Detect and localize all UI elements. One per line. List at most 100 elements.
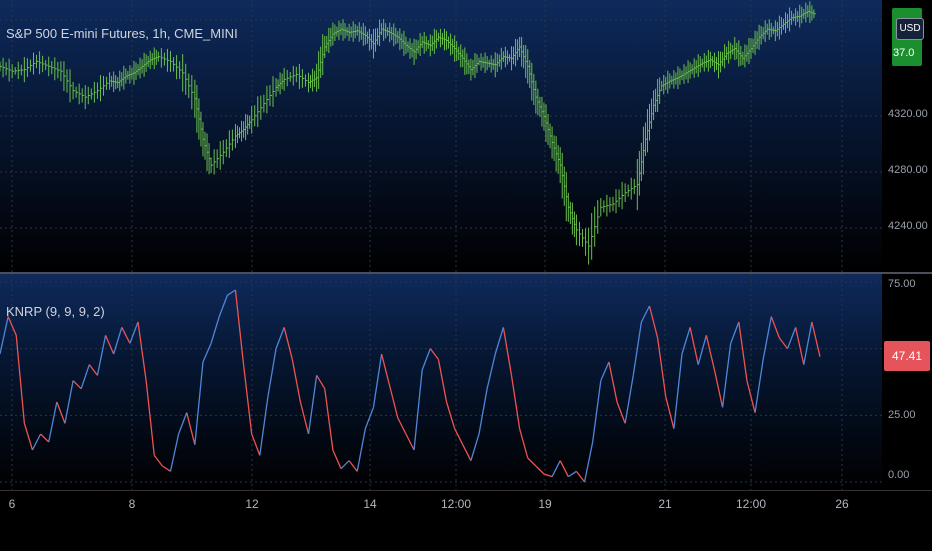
knrp-line-segment <box>811 321 821 357</box>
oscillator-last-value-tag: 47.41 <box>884 341 930 371</box>
knrp-line-segment <box>648 305 659 339</box>
pane-divider[interactable] <box>0 272 932 274</box>
knrp-line-segment <box>405 433 415 451</box>
knrp-line-segment <box>656 337 667 397</box>
knrp-line-segment <box>178 412 188 435</box>
knrp-line-segment <box>770 316 781 339</box>
oscillator-title: KNRP (9, 9, 9, 2) <box>6 304 105 319</box>
knrp-line-segment <box>543 473 553 478</box>
knrp-line-segment <box>786 327 797 349</box>
knrp-line-segment <box>730 321 740 344</box>
knrp-line-segment <box>583 441 594 483</box>
knrp-line-segment <box>429 348 439 360</box>
time-tick: 26 <box>835 497 849 511</box>
knrp-line-segment <box>559 460 569 477</box>
knrp-line-segment <box>64 380 74 424</box>
knrp-line-segment <box>80 364 90 389</box>
knrp-line-segment <box>56 401 66 424</box>
knrp-line-segment <box>283 327 293 360</box>
knrp-line-segment <box>332 449 342 469</box>
knrp-line-segment <box>486 353 496 389</box>
oscillator-axis[interactable]: 75.00 25.00 0.00 <box>882 274 932 490</box>
knrp-line-segment <box>186 412 196 445</box>
time-tick: 14 <box>363 497 377 511</box>
knrp-line-segment <box>681 327 691 355</box>
knrp-line-segment <box>275 327 285 349</box>
knrp-line-segment <box>600 361 610 381</box>
knrp-line-segment <box>437 359 448 403</box>
price-tick-4240: 4240.00 <box>888 220 928 232</box>
knrp-line-segment <box>372 353 383 408</box>
knrp-line-segment <box>421 348 431 371</box>
knrp-line-segment <box>356 428 366 472</box>
knrp-line-segment <box>494 327 504 355</box>
knrp-line-segment <box>96 335 107 376</box>
time-tick: 12:00 <box>735 497 767 511</box>
knrp-line-segment <box>462 444 472 461</box>
knrp-line-segment <box>88 364 98 376</box>
knrp-line-segment <box>121 327 131 344</box>
oscillator-chart-svg <box>0 274 882 490</box>
currency-badge[interactable]: USD <box>896 18 924 40</box>
price-tick-4320: 4320.00 <box>888 108 928 120</box>
price-pane[interactable]: S&P 500 E-mini Futures, 1h, CME_MINI <box>0 0 882 272</box>
knrp-line-segment <box>218 295 228 317</box>
knrp-line-segment <box>746 380 756 413</box>
knrp-line-segment <box>705 335 716 371</box>
oscillator-pane[interactable]: KNRP (9, 9, 9, 2) <box>0 274 882 490</box>
knrp-line-segment <box>380 353 391 387</box>
knrp-line-segment <box>291 359 302 403</box>
knrp-line-segment <box>567 470 577 478</box>
knrp-line-segment <box>104 335 115 355</box>
knrp-line-segment <box>251 433 261 456</box>
knrp-line-segment <box>259 396 269 456</box>
knrp-line-segment <box>502 327 513 376</box>
knrp-line-segment <box>242 364 253 435</box>
knrp-line-segment <box>470 433 480 461</box>
knrp-line-segment <box>713 369 724 408</box>
knrp-line-segment <box>592 380 602 443</box>
knrp-line-segment <box>113 327 123 355</box>
knrp-line-segment <box>389 385 399 419</box>
knrp-line-segment <box>340 460 350 470</box>
price-tick-4280: 4280.00 <box>888 164 928 176</box>
knrp-line-segment <box>608 361 618 403</box>
knrp-line-segment <box>665 396 675 429</box>
knrp-line-segment <box>169 433 180 472</box>
knrp-line-segment <box>364 407 375 429</box>
knrp-line-segment <box>48 401 58 443</box>
knrp-line-segment <box>0 316 9 355</box>
knrp-line-segment <box>267 348 277 397</box>
knrp-line-segment <box>299 401 310 435</box>
knrp-line-segment <box>31 433 42 451</box>
knrp-line-segment <box>348 460 358 472</box>
knrp-line-segment <box>551 460 561 477</box>
time-tick: 12:00 <box>440 497 472 511</box>
knrp-line-segment <box>210 316 220 344</box>
knrp-line-segment <box>697 335 707 365</box>
knrp-line-segment <box>632 321 643 376</box>
knrp-line-segment <box>307 375 318 435</box>
knrp-line-segment <box>316 374 326 390</box>
osc-tick-75: 75.00 <box>888 278 916 290</box>
knrp-line-segment <box>689 327 699 365</box>
knrp-line-segment <box>413 369 423 451</box>
knrp-line-segment <box>7 316 17 336</box>
price-chart-svg <box>0 0 882 272</box>
knrp-line-segment <box>673 353 683 429</box>
knrp-line-segment <box>527 457 537 467</box>
knrp-line-segment <box>137 321 147 381</box>
time-tick: 21 <box>658 497 672 511</box>
knrp-line-segment <box>397 417 407 435</box>
knrp-line-segment <box>640 305 651 323</box>
knrp-line-segment <box>535 465 545 475</box>
knrp-line-segment <box>324 388 334 451</box>
knrp-line-segment <box>510 375 521 429</box>
time-tick: 12 <box>245 497 259 511</box>
knrp-line-segment <box>145 380 155 456</box>
time-axis[interactable]: 6 8 12 14 12:00 19 21 12:00 26 <box>0 490 932 551</box>
knrp-line-segment <box>478 388 488 435</box>
knrp-line-segment <box>153 454 163 467</box>
knrp-line-segment <box>738 321 748 381</box>
